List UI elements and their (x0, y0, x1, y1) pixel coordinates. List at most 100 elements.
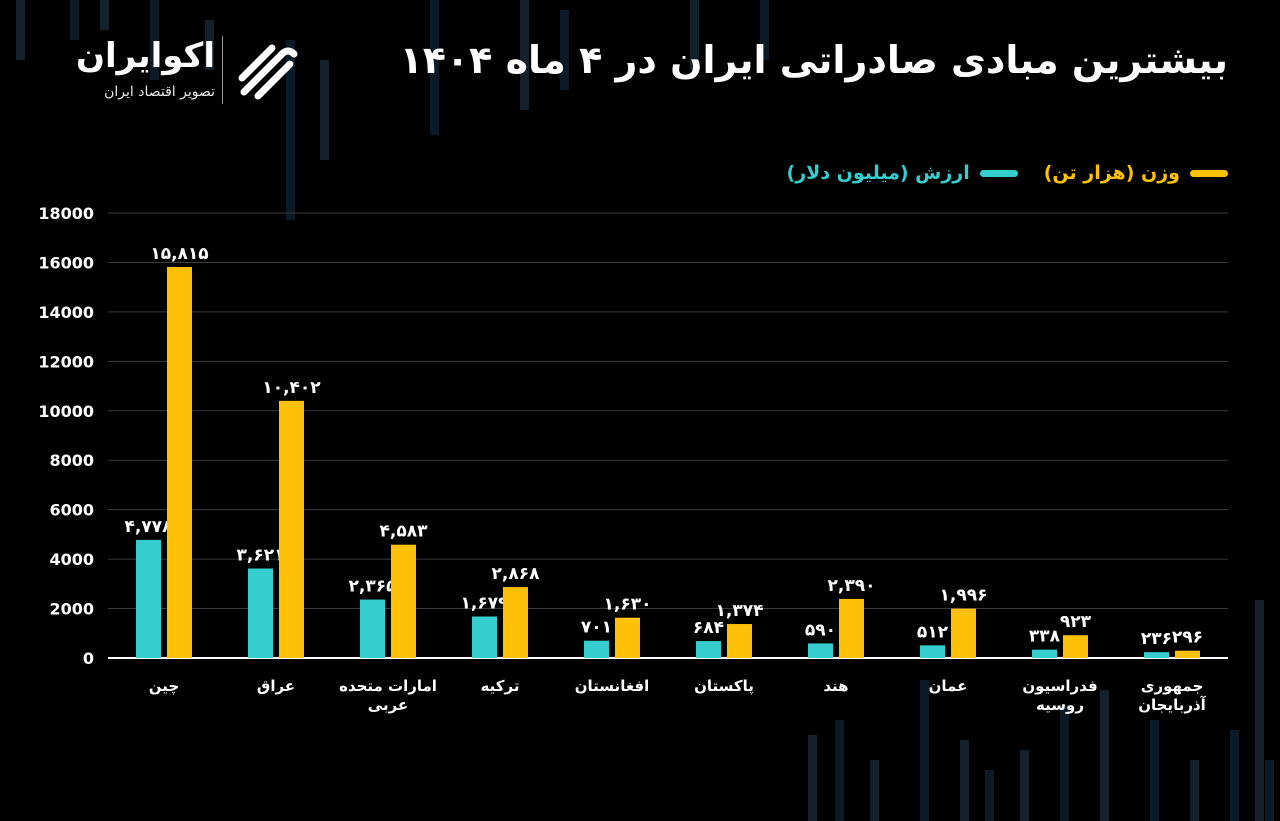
background-candle (1100, 690, 1109, 821)
x-tick-label-line: جمهوری (1141, 677, 1204, 695)
data-label-weight: ۱۵,۸۱۵ (150, 244, 208, 264)
data-label-value: ۳۳۸ (1029, 627, 1061, 647)
bar-weight (167, 267, 192, 658)
bar-weight (727, 624, 752, 658)
y-tick-label: 8000 (49, 451, 94, 470)
background-candle (430, 0, 439, 135)
y-tick-label: 4000 (49, 550, 94, 569)
brand: اکوایران تصویر اقتصاد ایران (50, 34, 320, 114)
bar-value (360, 599, 385, 658)
x-tick-label-line: فدراسیون (1022, 677, 1097, 695)
x-tick-label: جمهوری آذربایجان (1138, 677, 1206, 714)
legend-item-weight: وزن (هزار تن) (1044, 162, 1228, 184)
data-label-value: ۴,۷۷۸ (125, 517, 174, 537)
background-candle (70, 0, 79, 40)
background-candle (808, 735, 817, 821)
x-tick-label: افغانستان (575, 677, 650, 695)
data-label-weight: ۲,۳۹۰ (828, 576, 876, 596)
bar-value (136, 539, 161, 658)
chart-legend: وزن (هزار تن) ارزش (میلیون دلار) (787, 162, 1228, 184)
data-label-weight: ۱,۹۹۶ (940, 586, 988, 606)
background-candle (870, 760, 879, 821)
background-candle (1190, 760, 1199, 821)
x-tick-label-line: آذربایجان (1138, 696, 1206, 714)
y-tick-label: 18000 (38, 204, 94, 223)
bar-weight (503, 587, 528, 658)
x-tick-label: عمان (929, 677, 968, 695)
data-label-value: ۵۹۰ (805, 620, 836, 640)
x-tick-label: هند (823, 677, 848, 695)
y-tick-label: 10000 (38, 402, 94, 421)
data-label-weight: ۱۰,۴۰۲ (262, 378, 321, 398)
background-candle (1060, 705, 1069, 821)
x-tick-label: عراق (257, 677, 295, 695)
bar-weight (279, 400, 304, 658)
background-candle (1020, 750, 1029, 821)
background-candle (1265, 760, 1274, 821)
legend-item-value: ارزش (میلیون دلار) (787, 162, 1018, 184)
x-tick-label-line: عربی (368, 696, 408, 714)
x-tick-label-line: عراق (257, 677, 295, 695)
data-label-value: ۲,۳۶۵ (349, 577, 397, 597)
background-candle (920, 680, 929, 821)
legend-swatch-weight (1190, 169, 1228, 177)
data-label-value: ۲۳۶ (1141, 629, 1172, 649)
data-label-weight: ۲,۸۶۸ (492, 564, 541, 584)
background-candle (690, 0, 699, 70)
bar-value (472, 616, 497, 658)
background-candle (16, 0, 25, 60)
data-label-value: ۳,۶۲۱ (237, 545, 285, 565)
x-tick-label: امارات متحده عربی (339, 677, 437, 714)
background-candle (286, 40, 295, 220)
background-candle (1255, 600, 1264, 821)
bar-weight (391, 544, 416, 658)
data-label-value: ۵۱۲ (917, 622, 949, 642)
data-label-weight: ۴,۵۸۳ (380, 522, 429, 542)
data-label-value: ۶۸۴ (693, 618, 724, 638)
brand-name: اکوایران (76, 36, 215, 76)
bar-weight (615, 617, 640, 658)
background-candle (100, 0, 109, 30)
x-tick-label: پاکستان (694, 677, 754, 696)
x-tick-label: فدراسیون روسیه (1022, 677, 1097, 714)
bar-value (1032, 649, 1057, 658)
background-candle (150, 0, 159, 80)
data-label-weight: ۱,۳۷۴ (716, 601, 764, 621)
y-tick-label: 0 (83, 649, 94, 668)
background-candle (1230, 730, 1239, 821)
background-candle (320, 60, 329, 160)
x-tick-label-line: روسیه (1036, 696, 1084, 714)
legend-swatch-value (979, 169, 1018, 177)
background-candle (560, 10, 569, 90)
bar-value (696, 641, 721, 658)
x-tick-label-line: افغانستان (575, 677, 650, 695)
data-label-weight: ۱,۶۳۰ (604, 595, 652, 615)
bar-value (1144, 652, 1169, 658)
y-tick-label: 16000 (38, 253, 94, 272)
bar-value (584, 640, 609, 658)
data-label-weight: ۹۲۳ (1060, 612, 1092, 632)
bar-value (808, 643, 833, 658)
x-tick-label-line: ترکیه (481, 677, 520, 695)
bar-weight (1063, 635, 1088, 658)
background-candle (205, 20, 214, 70)
background-candle (985, 770, 994, 821)
data-label-weight: ۲۹۶ (1172, 628, 1203, 648)
legend-label-value: ارزش (میلیون دلار) (786, 162, 970, 184)
y-tick-label: 6000 (49, 501, 94, 520)
data-label-value: ۷۰۱ (581, 618, 612, 638)
page-title: بیشترین مبادی صادراتی ایران در ۴ ماه ۱۴۰… (399, 38, 1228, 82)
bar-value (248, 568, 273, 658)
background-candle (760, 0, 769, 60)
x-tick-label-line: هند (823, 677, 848, 695)
background-candle (835, 720, 844, 821)
x-tick-label-line: امارات متحده (339, 677, 437, 695)
bar-weight (1175, 650, 1200, 658)
data-label-value: ۱,۶۷۹ (461, 593, 510, 613)
y-tick-label: 14000 (38, 303, 94, 322)
y-tick-label: 12000 (38, 352, 94, 371)
legend-label-weight: وزن (هزار تن) (1043, 162, 1180, 184)
brand-tagline: تصویر اقتصاد ایران (104, 84, 215, 100)
